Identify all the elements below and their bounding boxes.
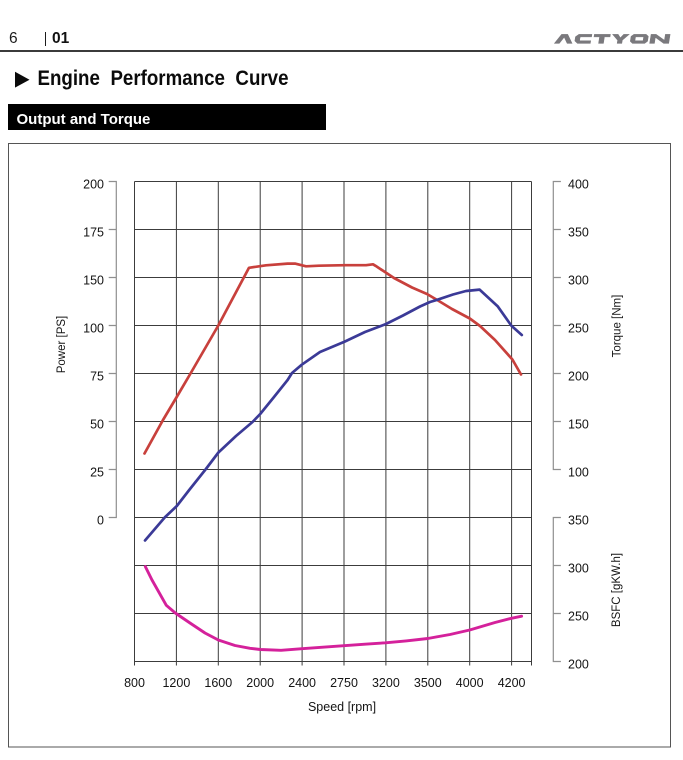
svg-text:BSFC [gKW.h]: BSFC [gKW.h] [611, 553, 623, 627]
svg-text:300: 300 [568, 561, 589, 575]
svg-text:0: 0 [97, 513, 104, 527]
svg-text:2400: 2400 [288, 676, 316, 690]
svg-text:3200: 3200 [372, 676, 400, 690]
svg-text:350: 350 [568, 513, 589, 527]
svg-text:200: 200 [568, 369, 589, 383]
svg-text:200: 200 [568, 657, 589, 671]
svg-text:250: 250 [568, 321, 589, 335]
svg-text:150: 150 [568, 417, 589, 431]
svg-text:Power [PS]: Power [PS] [56, 316, 68, 374]
svg-text:800: 800 [124, 676, 145, 690]
svg-text:1600: 1600 [204, 676, 232, 690]
svg-text:350: 350 [568, 225, 589, 239]
svg-text:25: 25 [90, 465, 104, 479]
svg-text:400: 400 [568, 177, 589, 191]
svg-text:100: 100 [568, 465, 589, 479]
svg-text:250: 250 [568, 609, 589, 623]
svg-text:3500: 3500 [414, 676, 442, 690]
svg-text:150: 150 [83, 273, 104, 287]
svg-text:75: 75 [90, 369, 104, 383]
svg-text:2000: 2000 [246, 676, 274, 690]
svg-text:2750: 2750 [330, 676, 358, 690]
svg-text:Speed [rpm]: Speed [rpm] [308, 700, 376, 714]
svg-text:4200: 4200 [498, 676, 526, 690]
svg-text:175: 175 [83, 225, 104, 239]
svg-text:200: 200 [83, 177, 104, 191]
svg-text:Torque [Nm]: Torque [Nm] [612, 295, 624, 358]
svg-text:300: 300 [568, 273, 589, 287]
svg-text:50: 50 [90, 417, 104, 431]
svg-text:1200: 1200 [162, 676, 190, 690]
svg-text:4000: 4000 [456, 676, 484, 690]
svg-text:100: 100 [83, 321, 104, 335]
svg-text:Engine Performance Curve: Engine Performance Curve [38, 67, 289, 90]
